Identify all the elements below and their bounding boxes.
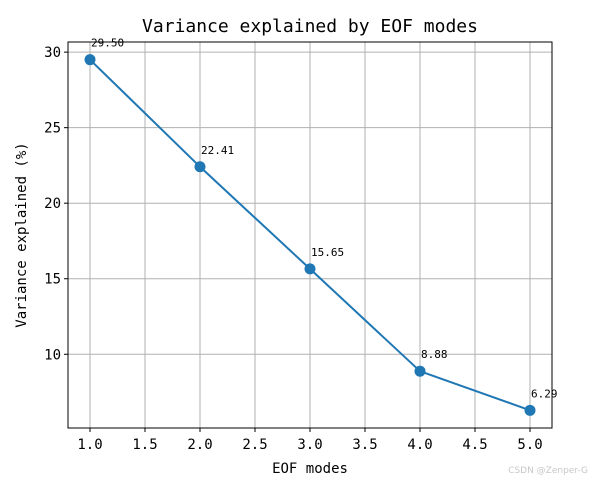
x-tick-label: 2.5 bbox=[242, 437, 267, 453]
data-labels: 29.50 22.41 15.65 8.88 6.29 bbox=[91, 37, 558, 401]
data-point bbox=[194, 161, 206, 173]
x-tick-label: 3.5 bbox=[352, 437, 377, 453]
data-point bbox=[304, 263, 316, 275]
data-label: 29.50 bbox=[91, 37, 124, 50]
x-axis-label: EOF modes bbox=[272, 461, 348, 477]
y-axis-label: Variance explained (%) bbox=[14, 142, 30, 327]
x-tick-label: 1.0 bbox=[77, 437, 102, 453]
chart-title: Variance explained by EOF modes bbox=[142, 16, 478, 37]
x-tick-label: 3.0 bbox=[297, 437, 322, 453]
y-tick-label: 30 bbox=[44, 45, 61, 61]
x-tick-label: 2.0 bbox=[187, 437, 212, 453]
data-point bbox=[524, 404, 536, 416]
grid-lines bbox=[68, 42, 552, 428]
data-label: 15.65 bbox=[311, 246, 344, 259]
y-tick-label: 20 bbox=[44, 196, 61, 212]
axis-ticks: 1.0 1.5 2.0 2.5 3.0 3.5 4.0 4.5 5.0 10 15 20 25 30 bbox=[44, 45, 543, 453]
data-label: 22.41 bbox=[201, 144, 234, 157]
x-tick-label: 4.5 bbox=[462, 437, 487, 453]
x-tick-label: 1.5 bbox=[132, 437, 157, 453]
data-label: 8.88 bbox=[421, 348, 448, 361]
x-tick-label: 5.0 bbox=[517, 437, 542, 453]
data-point bbox=[84, 54, 96, 66]
y-tick-label: 25 bbox=[44, 121, 61, 137]
y-tick-label: 15 bbox=[44, 272, 61, 288]
y-tick-label: 10 bbox=[44, 347, 61, 363]
data-label: 6.29 bbox=[531, 387, 558, 400]
watermark: CSDN @Zenper-G bbox=[508, 466, 588, 476]
data-point bbox=[414, 365, 426, 377]
series-layer bbox=[84, 54, 536, 416]
x-tick-label: 4.0 bbox=[407, 437, 432, 453]
